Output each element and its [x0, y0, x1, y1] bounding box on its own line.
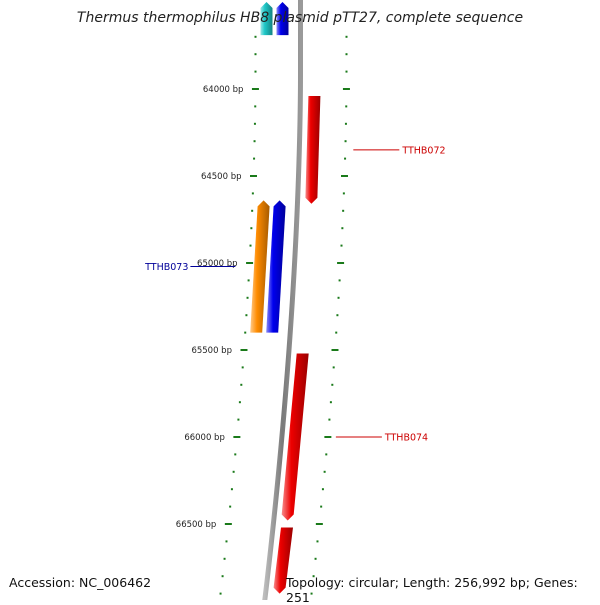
- scale-label: 66000 bp: [184, 433, 225, 443]
- gene-label[interactable]: TTHB073: [144, 262, 188, 273]
- gene-tthb074[interactable]: [281, 353, 309, 521]
- gene-tthb072[interactable]: [305, 96, 321, 204]
- gene-label[interactable]: TTHB072: [401, 145, 445, 156]
- topology-text: Topology: circular; Length: 256,992 bp; …: [286, 575, 578, 605]
- backbone-line: [261, 0, 303, 605]
- scale-label: 65000 bp: [197, 259, 238, 269]
- gene-label[interactable]: TTHB074: [384, 433, 428, 444]
- accession-text: Accession: NC_006462: [9, 575, 152, 590]
- gene-arrow-forward[interactable]: [273, 527, 293, 594]
- scale-label: 65500 bp: [191, 346, 232, 356]
- gene-tthb073[interactable]: [266, 200, 286, 333]
- scale-label: 64000 bp: [203, 85, 244, 95]
- gene-arrow-reverse[interactable]: [260, 2, 273, 36]
- map-title: Thermus thermophilus HB8 plasmid pTT27, …: [76, 10, 524, 26]
- gene-arrow-reverse[interactable]: [276, 2, 289, 36]
- scale-label: 66500 bp: [176, 520, 217, 530]
- scale-label: 64500 bp: [201, 172, 242, 182]
- gene-arrow-reverse[interactable]: [250, 200, 270, 333]
